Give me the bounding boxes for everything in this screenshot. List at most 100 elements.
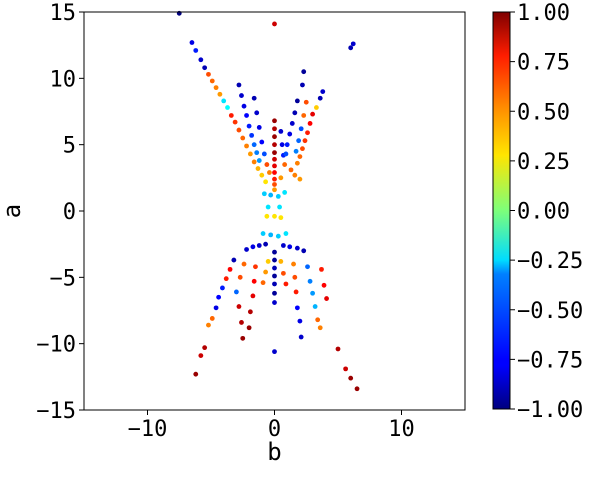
y-tick-label: 5 [63,134,76,159]
data-point [272,126,277,132]
colorbar-tick-label: 0.75 [517,51,570,76]
data-points [176,10,360,392]
data-point [301,69,307,75]
data-point [206,322,211,328]
colorbar-tick-label: 0.00 [517,200,570,225]
data-point [236,82,242,88]
data-point [335,346,341,352]
data-point [240,135,246,141]
data-point [247,151,253,157]
data-point [259,139,265,145]
data-point [254,150,260,156]
data-point [294,245,300,251]
y-axis: −15 −10 −5 0 5 10 15 [36,1,84,424]
data-point [272,142,277,148]
data-point [272,249,277,255]
data-point [282,190,288,195]
data-point [240,335,246,341]
data-point [297,154,303,160]
y-tick-label: −5 [50,266,77,291]
data-point [202,65,208,71]
data-point [244,113,249,118]
data-point [305,130,310,136]
data-point [254,110,260,116]
data-point [272,21,277,27]
data-point [206,71,211,77]
data-point [241,261,247,267]
colorbar-tick-label: −0.75 [517,348,583,373]
data-point [307,278,313,284]
data-point [251,95,257,101]
data-point [251,159,257,165]
data-point [232,119,238,125]
data-point [259,172,265,178]
data-point [241,103,247,109]
data-point [272,163,277,169]
data-point [213,305,219,311]
data-point [293,148,299,154]
data-point [283,151,289,157]
data-point [272,182,277,187]
data-point [272,290,277,296]
colorbar-tick-label: −1.00 [517,398,583,423]
data-point [275,194,281,199]
data-point [317,325,323,331]
data-point [296,138,302,144]
data-point [275,233,281,239]
data-point [287,244,293,250]
colorbar-gradient [492,11,511,410]
data-point [288,167,294,173]
data-point [193,48,199,53]
data-point [301,248,307,254]
data-point [209,78,215,84]
data-point [193,371,199,377]
colorbar-tick-label: 1.00 [517,1,570,26]
data-point [246,123,252,129]
data-point [348,45,354,51]
data-point [236,127,242,133]
data-point [272,257,277,263]
data-point [294,160,300,166]
x-tick-label: 0 [268,417,281,442]
data-point [202,345,208,351]
colorbar-tick-label: −0.25 [517,249,583,274]
data-point [249,132,255,138]
data-point [348,375,354,381]
data-point [267,170,272,175]
data-point [300,82,305,88]
data-point [315,317,321,323]
data-point [272,349,277,355]
colorbar-tick-label: 0.50 [517,100,570,125]
data-point [260,231,266,236]
data-point [225,105,230,110]
data-point [264,213,270,219]
data-point [300,146,305,152]
data-point [282,162,288,167]
data-point [272,134,277,140]
x-tick-label: −10 [128,417,168,442]
data-point [244,247,249,252]
data-point [239,93,244,98]
data-point [292,172,298,178]
data-point [287,131,293,137]
data-point [302,138,308,144]
y-tick-label: −10 [36,333,76,358]
data-point [284,142,290,148]
data-point [261,151,267,157]
data-point [321,282,327,288]
data-point [294,98,300,104]
colorbar-ticks: 1.00 0.75 0.50 0.25 0.00 −0.25 −0.50 −0.75 −1.00 [510,1,583,423]
data-point [324,296,329,301]
data-point [303,99,309,105]
data-point [294,305,300,311]
data-point [251,278,257,284]
data-point [246,325,252,331]
data-point [236,304,242,309]
data-point [289,121,295,126]
data-point [292,110,298,116]
data-point [239,320,244,325]
data-point [263,241,269,247]
y-tick-label: −15 [36,399,76,424]
data-point [312,304,318,309]
